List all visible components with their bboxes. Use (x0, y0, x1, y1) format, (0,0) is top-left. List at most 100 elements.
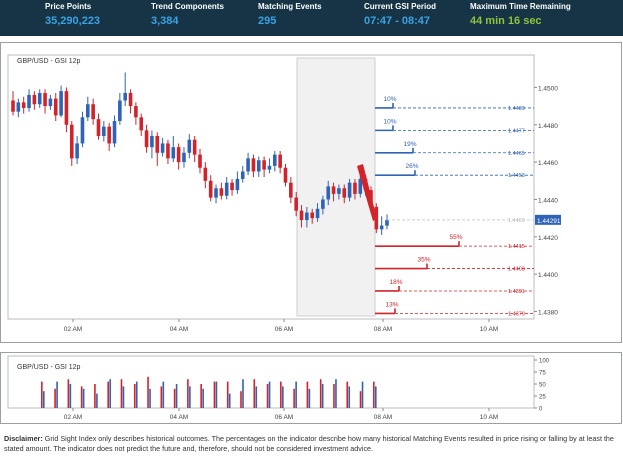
volume-bar-blue (149, 388, 151, 408)
volume-bar-blue (82, 388, 85, 408)
volume-bar-red (253, 379, 256, 408)
candle-body (299, 210, 304, 221)
candle-body (385, 220, 389, 226)
up-forecast-percent: 19% (403, 141, 416, 148)
stat-label: Current GSI Period (364, 2, 437, 11)
time-axis-label: 08 AM (374, 326, 392, 333)
stat-trend-components: Trend Components 3,384 (151, 2, 224, 28)
volume-bar-blue (321, 384, 324, 408)
volume-bar-blue (335, 379, 337, 408)
candle-body (219, 188, 224, 196)
volume-bar-blue (122, 386, 125, 408)
volume-bar-red (266, 384, 269, 408)
volume-bar-red (359, 391, 362, 408)
stat-value: 44 min 16 sec (470, 15, 542, 27)
volume-bar-red (54, 388, 56, 408)
volume-axis-label: 100 (539, 359, 550, 365)
candle-body (240, 171, 245, 179)
volume-bar-blue (189, 386, 191, 408)
candle-body (353, 182, 357, 194)
volume-bar-red (306, 381, 309, 408)
stat-value: 295 (258, 15, 277, 27)
candle-body (214, 188, 218, 198)
candle-body (294, 197, 298, 211)
candle-body (230, 182, 234, 191)
volume-axis-label: 50 (539, 383, 546, 389)
candle-body (321, 199, 325, 209)
candle-body (16, 102, 21, 112)
up-forecast-level: 1.4477 (508, 128, 525, 134)
candle-body (11, 100, 15, 112)
down-forecast-level: 1.4415 (508, 244, 525, 250)
volume-bar-red (147, 376, 149, 408)
price-axis-label: 1.4460 (538, 160, 558, 167)
candle-body (358, 178, 363, 194)
stat-matching-events: Matching Events 295 (258, 2, 322, 28)
price-chart-panel[interactable]: 1.4500 1.4480 1.4460 1.4440 1.4420 1.4400 1.43… (0, 42, 622, 343)
candle-body (59, 91, 63, 116)
candle-body (310, 212, 314, 219)
down-forecast-percent: 35% (417, 257, 430, 264)
up-forecast-percent: 26% (405, 163, 418, 170)
stat-value: 35,290,223 (45, 15, 101, 27)
stat-max-time-remaining: Maximum Time Remaining 44 min 16 sec (470, 2, 571, 28)
candle-body (182, 152, 186, 163)
time-axis-label: 06 AM (275, 326, 293, 333)
current-price-badge (535, 214, 561, 225)
volume-bar-red (213, 381, 216, 408)
volume-axis-label: 75 (539, 371, 546, 377)
volume-chart-panel[interactable]: GBP/USD - GSI 12p 100 75 50 25 0 02 AM 04 AM 06 … (0, 352, 622, 424)
price-chart[interactable]: 1.4500 1.4480 1.4460 1.4440 1.4420 1.4400 1.43… (1, 43, 621, 342)
current-price-label: 1.44291 (537, 218, 561, 225)
candle-body (379, 225, 384, 230)
candle-body (128, 93, 133, 107)
volume-axis-label: 25 (539, 395, 546, 401)
volume-bar-red (333, 384, 335, 408)
stat-label: Maximum Time Remaining (470, 2, 571, 11)
up-forecast-percent: 10% (383, 96, 396, 103)
volume-axis-label: 0 (539, 407, 543, 413)
candle-body (118, 100, 122, 122)
volume-bar-red (200, 384, 202, 408)
candle-body (208, 180, 213, 198)
volume-bar-red (187, 379, 189, 408)
stat-price-points: Price Points 35,290,223 (45, 2, 100, 28)
volume-time-label: 10 AM (480, 414, 498, 421)
chart-title: GBP/USD - GSI 12p (17, 58, 81, 65)
volume-chart[interactable]: GBP/USD - GSI 12p 100 75 50 25 0 02 AM 04 AM 06 … (1, 353, 621, 423)
current-price-faint-label: 1.4429 (508, 218, 525, 224)
price-axis-label: 1.4480 (538, 123, 558, 130)
candle-body (176, 147, 181, 163)
down-forecast-level: 1.4391 (508, 289, 525, 295)
up-forecast-level: 1.4489 (508, 106, 525, 112)
candle-body (91, 104, 95, 120)
candle-body (64, 91, 69, 125)
volume-bar-blue (308, 388, 311, 408)
candle-body (53, 98, 58, 116)
trend-arrow (357, 164, 377, 221)
disclaimer-heading: Disclaimer: (4, 434, 43, 443)
volume-bar-red (94, 384, 96, 408)
volume-bar-red (280, 381, 282, 408)
candle-body (337, 188, 341, 194)
plot-frame (7, 54, 535, 320)
volume-time-label: 06 AM (275, 414, 293, 421)
volume-bar-blue (69, 384, 72, 408)
candle-body (107, 126, 111, 144)
candle-body (315, 208, 320, 219)
candle-body (283, 167, 288, 183)
volume-bar-blue (135, 381, 138, 408)
price-axis-label: 1.4420 (538, 235, 558, 242)
candle-body (305, 212, 309, 221)
volume-bar-blue (228, 393, 231, 408)
candle-body (43, 93, 47, 107)
volume-bar-red (80, 386, 83, 408)
up-forecast-level: 1.4453 (508, 173, 525, 179)
down-forecast-percent: 55% (449, 234, 462, 241)
up-forecast-level: 1.4465 (508, 151, 525, 157)
candle-body (192, 139, 197, 155)
down-forecast-percent: 18% (389, 279, 402, 286)
candle-body (139, 117, 144, 131)
volume-bar-red (319, 379, 322, 408)
volume-bar-blue (109, 379, 111, 408)
